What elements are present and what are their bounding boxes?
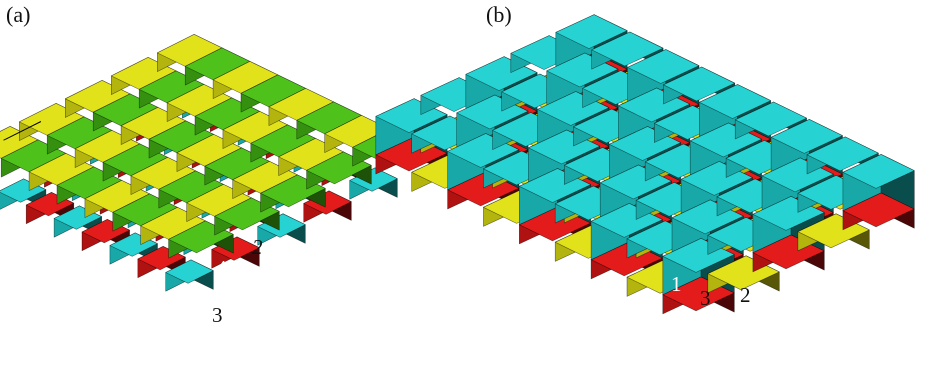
cyan-block [842,154,915,211]
green-block [3,121,41,141]
label-2: 2 [740,283,751,307]
label-1: 1 [186,280,197,304]
label-1: 1 [671,272,682,296]
green-block [240,74,307,113]
label-3: 3 [700,286,711,310]
panel-b-number-labels: 1 3 2 [671,272,751,310]
cyan-block [165,259,214,292]
label-2: 2 [252,235,263,259]
label-3: 3 [212,303,223,327]
red-block [842,192,915,231]
panel-a-woodpile-structure: 1 2 3 4 [0,34,418,327]
panel-b-checkerboard-structure: 1 3 2 [375,14,915,315]
panel-b-cubes [375,14,915,315]
label-4: 4 [216,256,227,280]
yellow-block [268,88,334,126]
panel-b-label: (b) [486,2,512,27]
panel-a-label: (a) [6,2,31,27]
panel-a-number-labels: 1 2 3 4 [186,235,263,327]
